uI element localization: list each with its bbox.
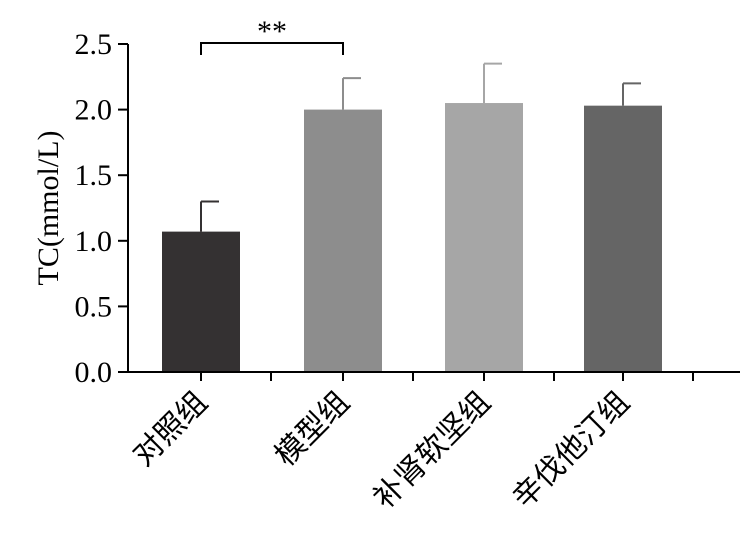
y-tick-label-4: 2.0 <box>75 94 113 127</box>
x-category-label-2: 模型组 <box>268 385 356 473</box>
x-category-label-4: 辛伐他汀组 <box>506 385 637 516</box>
y-tick-label-0: 0.0 <box>75 356 113 389</box>
x-ticks-layer: 对照组 模型组 补肾软坚组 辛伐他汀组 <box>126 372 694 516</box>
y-tick-label-3: 1.5 <box>75 159 113 192</box>
bars-layer <box>162 103 662 372</box>
x-category-label-1: 对照组 <box>126 385 214 473</box>
x-category-label-3: 补肾软坚组 <box>367 385 498 516</box>
bar-2 <box>304 109 382 372</box>
axes-layer <box>127 44 740 373</box>
error-bars-layer <box>200 62 641 232</box>
y-tick-label-2: 1.0 <box>75 225 113 258</box>
bar-4 <box>584 105 662 372</box>
y-tick-label-1: 0.5 <box>75 290 113 323</box>
bar-3 <box>445 103 523 372</box>
y-tick-label-5: 2.5 <box>75 28 113 61</box>
significance-label: ** <box>257 15 287 48</box>
bar-1 <box>162 231 240 372</box>
significance-bracket <box>200 42 344 55</box>
significance-layer: ** <box>200 15 344 55</box>
y-ticks-layer: 0.0 0.5 1.0 1.5 2.0 2.5 <box>75 28 128 389</box>
y-axis-title: TC(mmol/L) <box>32 131 65 286</box>
